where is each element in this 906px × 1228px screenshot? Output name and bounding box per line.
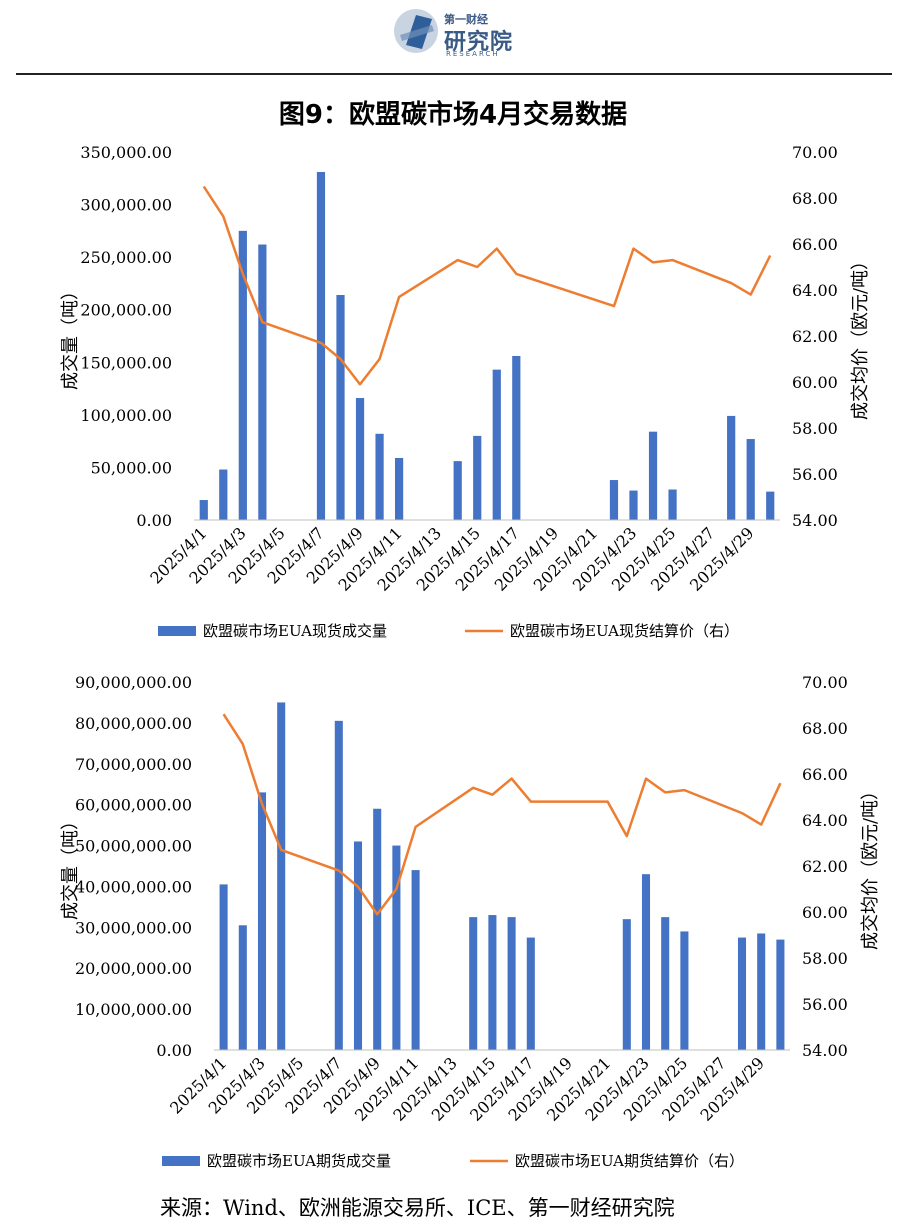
volume-bar <box>219 469 228 520</box>
volume-bar <box>737 937 747 1050</box>
volume-bar <box>238 230 247 520</box>
y-axis-title-right: 成交均价（欧元/吨） <box>860 782 881 950</box>
legend-label-bar: 欧盟碳市场EUA现货成交量 <box>203 622 387 640</box>
volume-bar <box>512 355 521 520</box>
legend-label-line: 欧盟碳市场EUA期货结算价（右） <box>515 1152 744 1170</box>
y-tick-right: 64.00 <box>802 811 848 830</box>
volume-bar <box>488 915 497 1050</box>
volume-bar <box>355 398 365 520</box>
source-note: 来源：Wind、欧洲能源交易所、ICE、第一财经研究院 <box>160 1196 675 1220</box>
volume-bar <box>622 919 631 1050</box>
volume-bar <box>746 439 755 520</box>
volume-bar <box>316 171 326 520</box>
legend-label-bar: 欧盟碳市场EUA期货成交量 <box>207 1152 391 1170</box>
y-tick-left: 20,000,000.00 <box>75 959 192 978</box>
y-tick-right: 60.00 <box>802 903 848 922</box>
logo-text-cn: 第一财经 <box>444 13 488 26</box>
chart-eua-futures: 0.00 10,000,000.00 20,000,000.00 30,000,000… <box>60 673 881 1170</box>
volume-bar <box>526 937 535 1050</box>
y-tick-left: 150,000.00 <box>80 353 172 372</box>
y-tick-right: 58.00 <box>802 949 848 968</box>
volume-bar <box>661 917 670 1050</box>
legend-label-line: 欧盟碳市场EUA现货结算价（右） <box>510 622 739 640</box>
y-tick-right: 54.00 <box>802 1041 848 1060</box>
figure-title: 图9：欧盟碳市场4月交易数据 <box>278 100 628 130</box>
y-tick-left: 30,000,000.00 <box>75 918 192 937</box>
y-tick-right: 60.00 <box>792 373 838 392</box>
volume-bar <box>392 845 401 1050</box>
volume-bar <box>336 294 345 520</box>
volume-bar <box>757 933 766 1050</box>
y-tick-right: 54.00 <box>792 511 838 530</box>
volume-bar <box>394 457 404 520</box>
volume-bar <box>199 500 208 520</box>
y-tick-left: 70,000,000.00 <box>75 755 192 774</box>
y-tick-left: 300,000.00 <box>80 196 172 215</box>
volume-bar <box>219 884 228 1050</box>
y-tick-right: 68.00 <box>792 189 838 208</box>
logo-emblem-icon <box>394 9 438 53</box>
volume-bar <box>373 808 382 1050</box>
volume-bar <box>258 244 267 521</box>
y-tick-right: 56.00 <box>792 465 838 484</box>
volume-bar <box>507 917 516 1050</box>
y-tick-left: 40,000,000.00 <box>75 877 192 896</box>
volume-bar <box>473 435 482 520</box>
y-tick-right: 70.00 <box>802 673 848 692</box>
y-tick-left: 50,000,000.00 <box>75 837 192 856</box>
y-tick-left: 200,000.00 <box>80 301 172 320</box>
y-tick-left: 350,000.00 <box>80 143 172 162</box>
volume-bar <box>257 792 267 1050</box>
y-tick-right: 56.00 <box>802 995 848 1014</box>
legend-swatch-bar <box>158 626 196 636</box>
y-axis-title-left: 成交量（吨） <box>60 282 81 390</box>
volume-bar <box>641 874 651 1050</box>
volume-bar <box>334 720 343 1050</box>
volume-bar <box>776 939 785 1050</box>
volume-bar <box>609 480 619 520</box>
y-tick-left: 0.00 <box>136 511 172 530</box>
volume-bar <box>353 841 363 1050</box>
y-tick-right: 68.00 <box>802 719 848 738</box>
volume-bar <box>238 925 247 1050</box>
logo-text-main: 研究院 <box>444 30 514 55</box>
y-tick-left: 60,000,000.00 <box>75 796 192 815</box>
y-tick-right: 62.00 <box>802 857 848 876</box>
volume-bar <box>469 917 478 1050</box>
logo-text-en: RESEARCH <box>446 50 500 58</box>
price-line <box>222 713 782 916</box>
y-tick-right: 66.00 <box>792 235 838 254</box>
price-line <box>202 185 772 386</box>
y-tick-left: 100,000.00 <box>80 406 172 425</box>
volume-bar <box>411 870 420 1050</box>
y-tick-left: 90,000,000.00 <box>75 673 192 692</box>
y-tick-left: 50,000.00 <box>91 458 172 477</box>
y-tick-left: 0.00 <box>156 1041 192 1060</box>
volume-bar <box>453 461 462 520</box>
volume-bar <box>727 415 736 520</box>
volume-bar <box>680 931 689 1050</box>
y-tick-right: 70.00 <box>792 143 838 162</box>
volume-bar <box>668 489 677 520</box>
volume-bar <box>629 490 638 520</box>
y-axis-title-left: 成交量（吨） <box>60 812 81 920</box>
volume-bar <box>277 702 286 1050</box>
y-axis-title-right: 成交均价（欧元/吨） <box>850 252 871 420</box>
volume-bar <box>492 369 501 520</box>
header-rule <box>16 73 892 75</box>
volume-bar <box>766 491 775 520</box>
volume-bar <box>375 433 384 520</box>
research-logo: 第一财经 研究院 RESEARCH <box>392 5 522 61</box>
volume-bar <box>648 431 658 520</box>
chart-eua-spot: 0.00 50,000.00 100,000.00 150,000.00 200,000… <box>60 143 871 640</box>
y-tick-left: 250,000.00 <box>80 248 172 267</box>
y-tick-left: 80,000,000.00 <box>75 714 192 733</box>
legend-swatch-bar <box>162 1156 200 1166</box>
y-tick-right: 64.00 <box>792 281 838 300</box>
y-tick-right: 58.00 <box>792 419 838 438</box>
y-tick-left: 10,000,000.00 <box>75 1000 192 1019</box>
y-tick-right: 62.00 <box>792 327 838 346</box>
y-tick-right: 66.00 <box>802 765 848 784</box>
